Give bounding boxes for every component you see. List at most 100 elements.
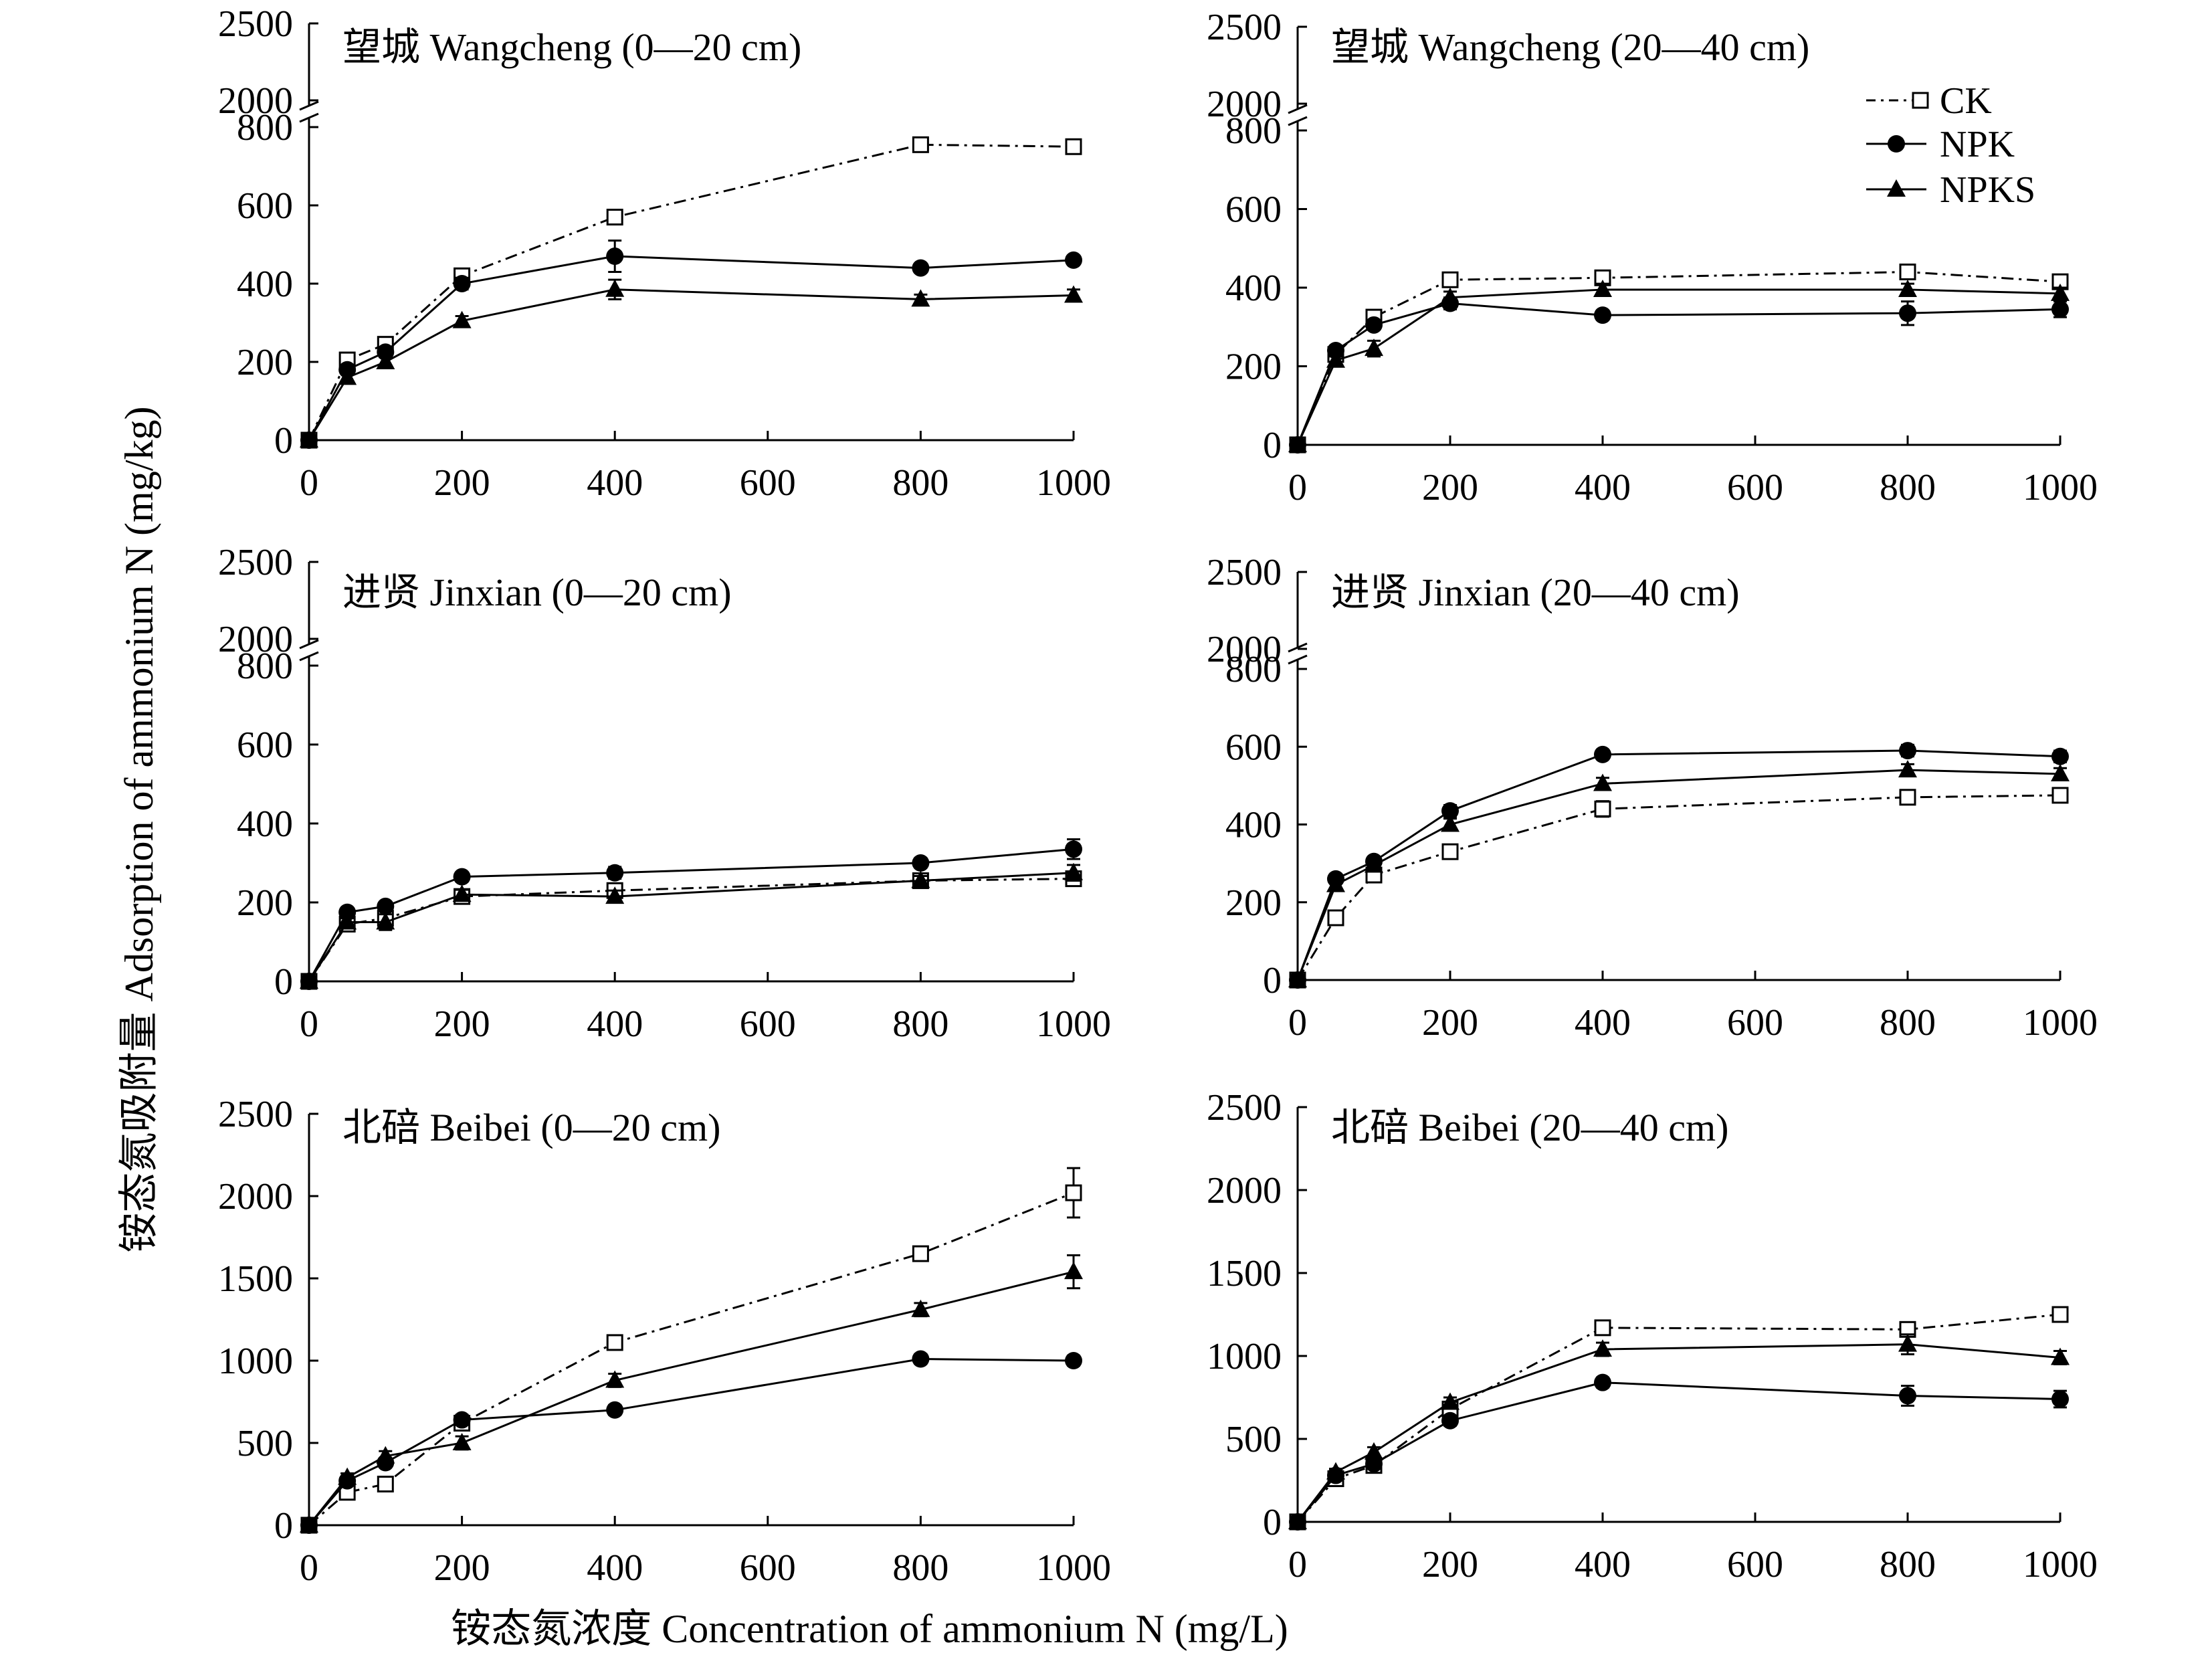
- panel-title: 北碚 Beibei (0—20 cm): [342, 1106, 720, 1149]
- y-tick-label: 600: [237, 185, 293, 227]
- legend-label: NPKS: [1940, 169, 2035, 211]
- y-tick-label: 500: [237, 1423, 293, 1464]
- data-point-npks: [1365, 1442, 1383, 1460]
- data-point-npk: [453, 275, 471, 292]
- y-tick-label: 2000: [1207, 629, 1282, 670]
- data-point-npks: [1593, 279, 1612, 297]
- panel-2: 望城 Wangcheng (20—40 cm)20002500020040060…: [1207, 7, 2098, 508]
- y-tick-label: 2000: [1207, 1170, 1282, 1211]
- y-tick-label: 400: [237, 803, 293, 845]
- data-point-ck: [606, 209, 623, 226]
- axis-break-mark: [299, 639, 319, 650]
- data-point-npks: [300, 430, 318, 448]
- data-point-npks: [338, 1467, 357, 1485]
- x-tick-label: 800: [892, 1547, 948, 1589]
- data-point-npks: [1288, 435, 1307, 452]
- panel-title: 望城 Wangcheng (20—40 cm): [1331, 25, 1809, 69]
- y-tick-label: 2000: [218, 1176, 293, 1217]
- data-point-npks: [911, 870, 930, 888]
- data-point-npks: [376, 1446, 395, 1464]
- data-point-ck: [1899, 264, 1916, 280]
- series-ck: [1289, 264, 2069, 454]
- panel-1: 望城 Wangcheng (0—20 cm)200025000200400600…: [218, 3, 1111, 504]
- series-line-npks: [1296, 1343, 2061, 1523]
- data-point-npks: [452, 310, 472, 328]
- series-line-ck: [1296, 270, 2061, 446]
- x-tick-label: 200: [1422, 467, 1478, 508]
- series-ck: [1289, 1306, 2069, 1531]
- x-tick-label: 200: [1422, 1544, 1478, 1585]
- legend-marker-square-icon: [1912, 92, 1929, 109]
- series-npk: [1289, 1373, 2069, 1531]
- series-line-npks: [1296, 769, 2061, 981]
- x-tick-label: 1000: [1036, 462, 1111, 504]
- data-point-npks: [338, 367, 357, 385]
- data-point-npks: [1064, 862, 1083, 880]
- data-point-npks: [605, 1370, 625, 1388]
- data-point-npk: [912, 1350, 930, 1368]
- axis-break-mark: [299, 100, 319, 111]
- y-tick-label: 200: [1225, 347, 1282, 388]
- data-point-npks: [1365, 338, 1383, 357]
- data-point-npks: [1441, 1392, 1460, 1410]
- series-line-ck: [308, 878, 1074, 982]
- data-point-npk: [1899, 1387, 1916, 1405]
- x-tick-label: 0: [300, 1003, 318, 1045]
- data-point-npks: [1064, 285, 1083, 303]
- y-tick-label: 0: [274, 961, 293, 1003]
- data-point-npks: [1441, 287, 1460, 305]
- x-tick-label: 0: [1288, 467, 1307, 508]
- data-point-npk: [2051, 747, 2069, 765]
- axis-break-mark: [1288, 654, 1308, 665]
- panel-title: 望城 Wangcheng (0—20 cm): [342, 25, 801, 69]
- data-point-ck: [1441, 271, 1459, 288]
- x-tick-label: 0: [1288, 1544, 1307, 1585]
- data-point-npk: [1899, 742, 1916, 760]
- data-point-npks: [2051, 763, 2070, 781]
- series-line-npks: [308, 288, 1074, 441]
- data-point-ck: [912, 1245, 929, 1262]
- data-point-npks: [1288, 970, 1307, 987]
- data-point-ck: [1594, 800, 1611, 817]
- data-point-npk: [606, 248, 624, 266]
- y-tick-label: 0: [1263, 425, 1282, 466]
- series-ck: [300, 1167, 1082, 1534]
- x-tick-label: 600: [1727, 1002, 1783, 1044]
- y-tick-label: 2000: [1207, 84, 1282, 125]
- x-tick-label: 400: [587, 1547, 643, 1589]
- legend-marker-circle-icon: [1888, 135, 1905, 153]
- data-point-npk: [1594, 306, 1611, 324]
- data-point-npk: [377, 897, 395, 915]
- series-npk: [300, 838, 1082, 990]
- data-point-npks: [605, 279, 625, 297]
- data-point-npk: [1594, 1373, 1611, 1391]
- series-line-npk: [308, 848, 1074, 982]
- y-tick-label: 1500: [1207, 1253, 1282, 1294]
- y-tick-label: 2500: [1207, 1087, 1282, 1129]
- data-point-npks: [1064, 1262, 1083, 1280]
- data-point-npks: [1288, 1512, 1307, 1529]
- data-point-npks: [452, 884, 472, 902]
- data-point-npk: [606, 1401, 624, 1419]
- data-point-npk: [1365, 316, 1383, 334]
- x-tick-label: 800: [892, 462, 948, 504]
- x-tick-label: 1000: [1036, 1003, 1111, 1045]
- series-ck: [300, 870, 1082, 990]
- y-tick-label: 500: [1225, 1419, 1282, 1460]
- legend-entry-ck: CK: [1866, 80, 1992, 122]
- y-tick-label: 200: [237, 882, 293, 924]
- y-tick-label: 400: [237, 264, 293, 305]
- data-point-npks: [1898, 279, 1917, 297]
- series-npks: [300, 862, 1083, 989]
- x-tick-label: 1000: [2023, 1544, 2098, 1585]
- data-point-npks: [452, 1433, 472, 1450]
- data-point-npks: [300, 971, 318, 989]
- x-tick-label: 400: [1575, 467, 1631, 508]
- y-tick-label: 800: [237, 107, 293, 149]
- y-tick-label: 600: [1225, 726, 1282, 768]
- legend-entry-npk: NPK: [1866, 124, 2015, 165]
- data-point-ck: [1594, 1319, 1611, 1337]
- y-tick-label: 2000: [218, 619, 293, 660]
